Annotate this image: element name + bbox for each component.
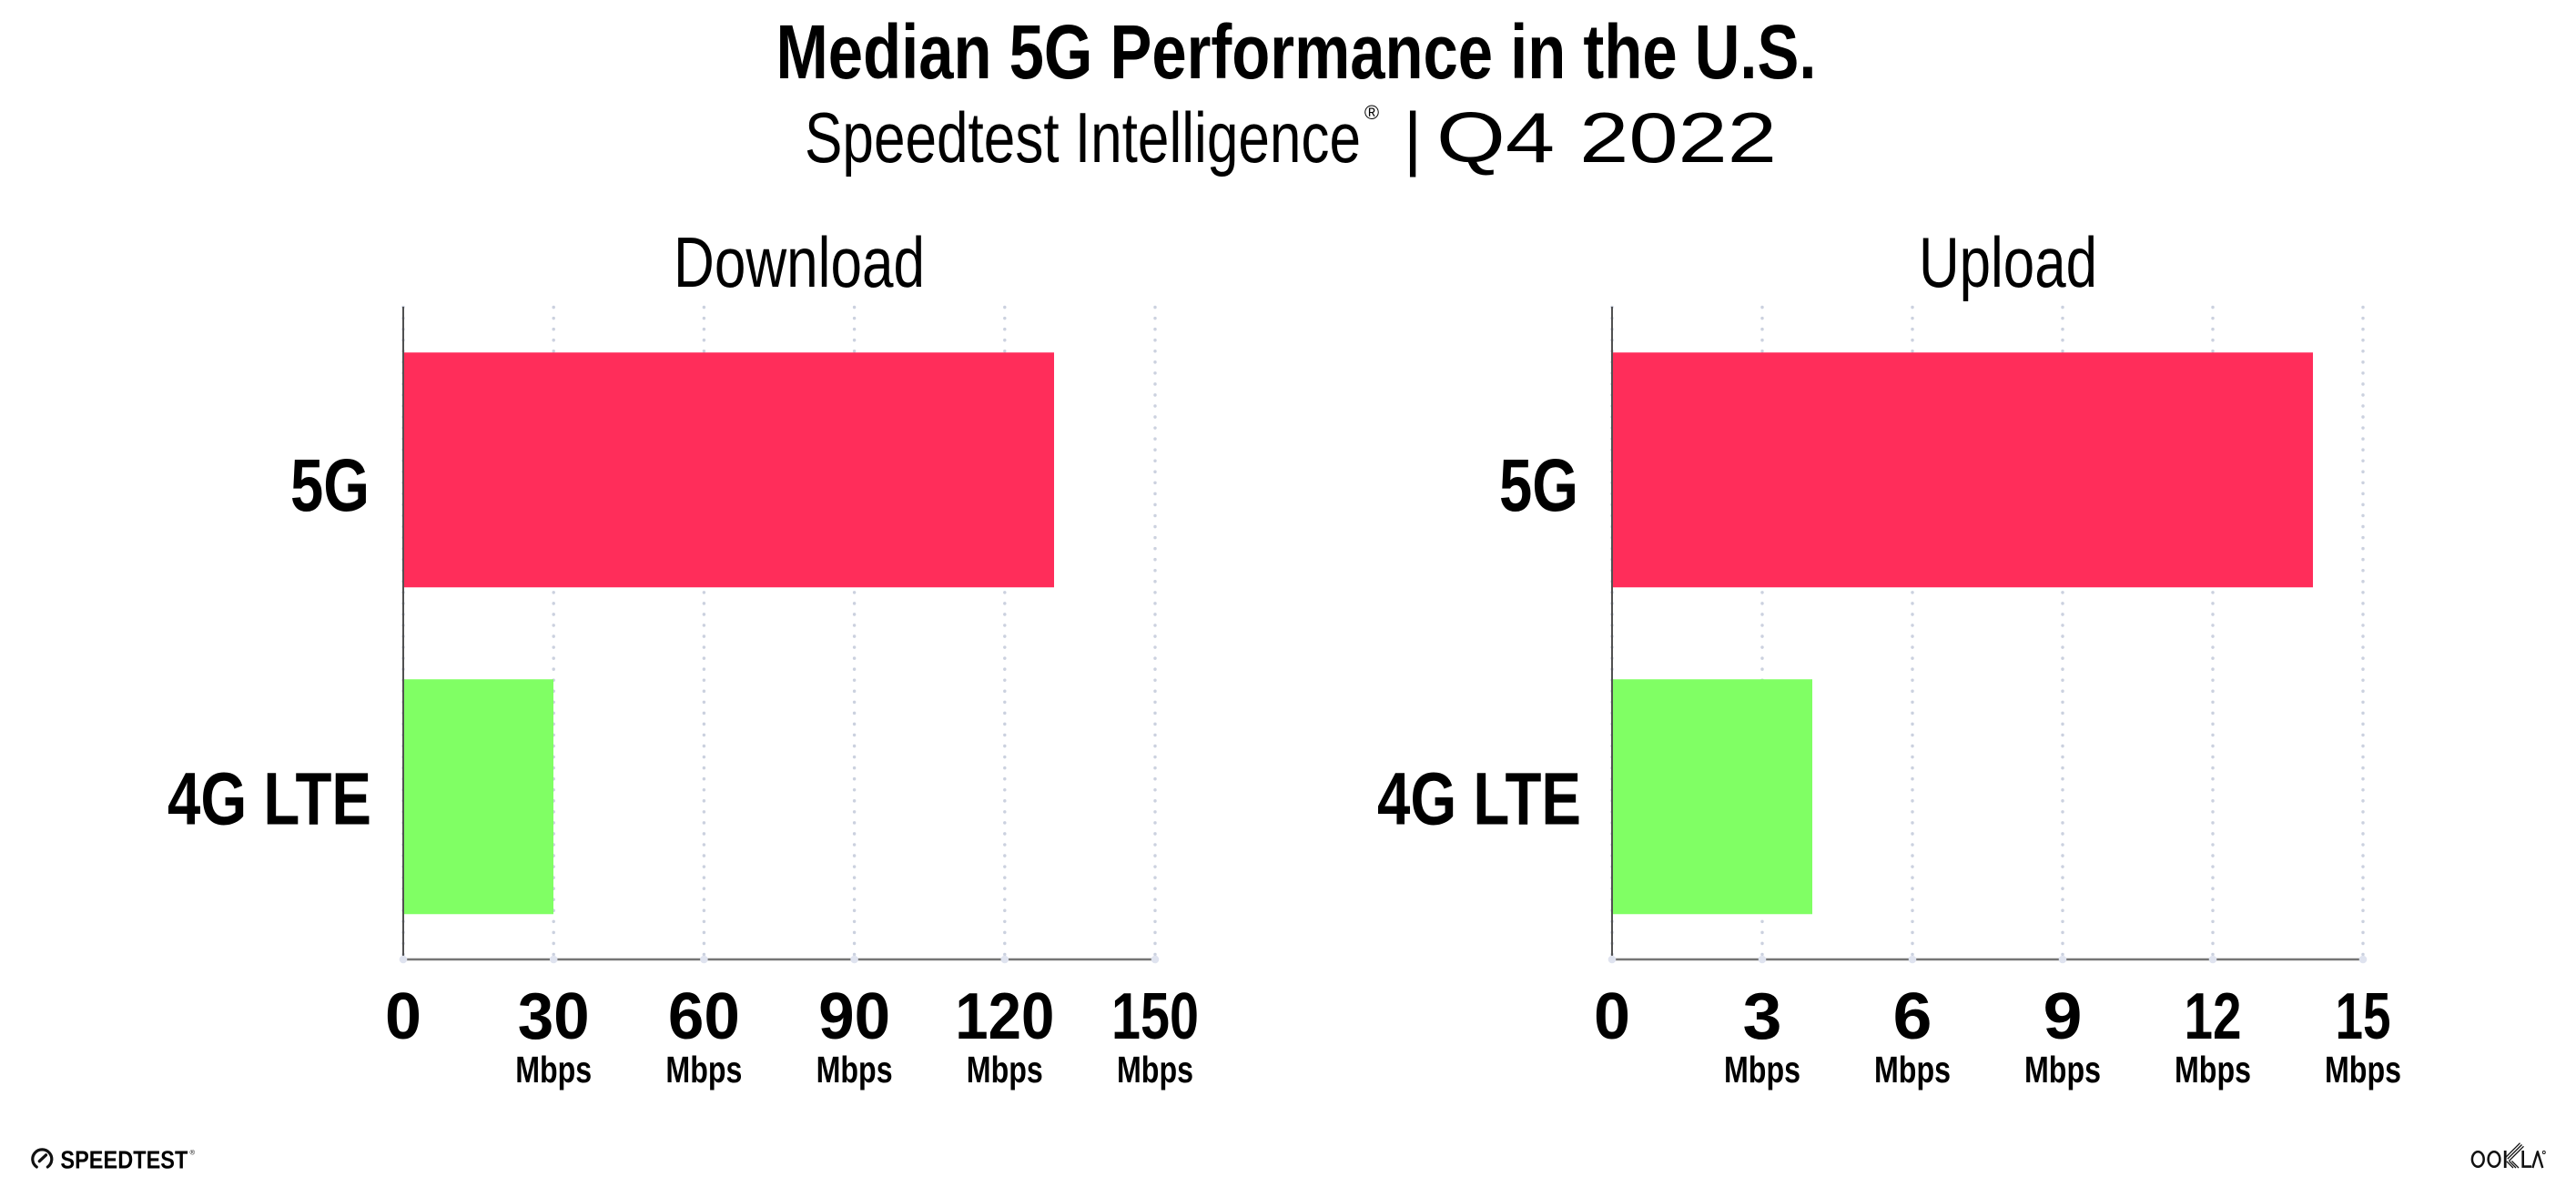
svg-text:12: 12	[2185, 979, 2242, 1053]
svg-text:5G: 5G	[1499, 444, 1578, 527]
svg-text:0: 0	[385, 979, 421, 1053]
svg-text:Download: Download	[674, 222, 925, 302]
svg-text:®: ®	[190, 1149, 196, 1157]
svg-text:Mbps: Mbps	[2024, 1049, 2101, 1090]
svg-text:4G LTE: 4G LTE	[167, 758, 371, 841]
svg-text:Mbps: Mbps	[1117, 1049, 1193, 1090]
svg-text:120: 120	[955, 979, 1054, 1053]
svg-text:Mbps: Mbps	[2325, 1049, 2401, 1090]
svg-text:Mbps: Mbps	[967, 1049, 1043, 1090]
svg-text:90: 90	[818, 979, 890, 1053]
svg-text:5G: 5G	[290, 444, 370, 527]
svg-text:Mbps: Mbps	[665, 1049, 742, 1090]
svg-text:Mbps: Mbps	[1724, 1049, 1800, 1090]
svg-text:Speedtest Intelligence: Speedtest Intelligence	[805, 97, 1361, 178]
svg-text:60: 60	[668, 979, 740, 1053]
svg-text:Mbps: Mbps	[816, 1049, 893, 1090]
svg-text:0: 0	[1594, 979, 1630, 1053]
svg-text:Mbps: Mbps	[1874, 1049, 1951, 1090]
svg-text:3: 3	[1743, 979, 1782, 1053]
svg-text:Q4 2022: Q4 2022	[1436, 97, 1777, 178]
svg-text:Upload: Upload	[1919, 222, 2097, 302]
svg-text:®: ®	[1364, 101, 1379, 124]
svg-text:Median 5G Performance in the U: Median 5G Performance in the U.S.	[776, 9, 1817, 95]
svg-text:6: 6	[1893, 979, 1932, 1053]
svg-text:Mbps: Mbps	[515, 1049, 592, 1090]
svg-text:15: 15	[2336, 979, 2391, 1053]
svg-text:9: 9	[2044, 979, 2083, 1053]
svg-text:30: 30	[518, 979, 590, 1053]
svg-text:Mbps: Mbps	[2175, 1049, 2251, 1090]
svg-text:SPEEDTEST: SPEEDTEST	[60, 1145, 188, 1173]
svg-text:4G LTE: 4G LTE	[1377, 758, 1581, 841]
svg-text:150: 150	[1111, 979, 1199, 1053]
svg-text:|: |	[1404, 97, 1422, 178]
